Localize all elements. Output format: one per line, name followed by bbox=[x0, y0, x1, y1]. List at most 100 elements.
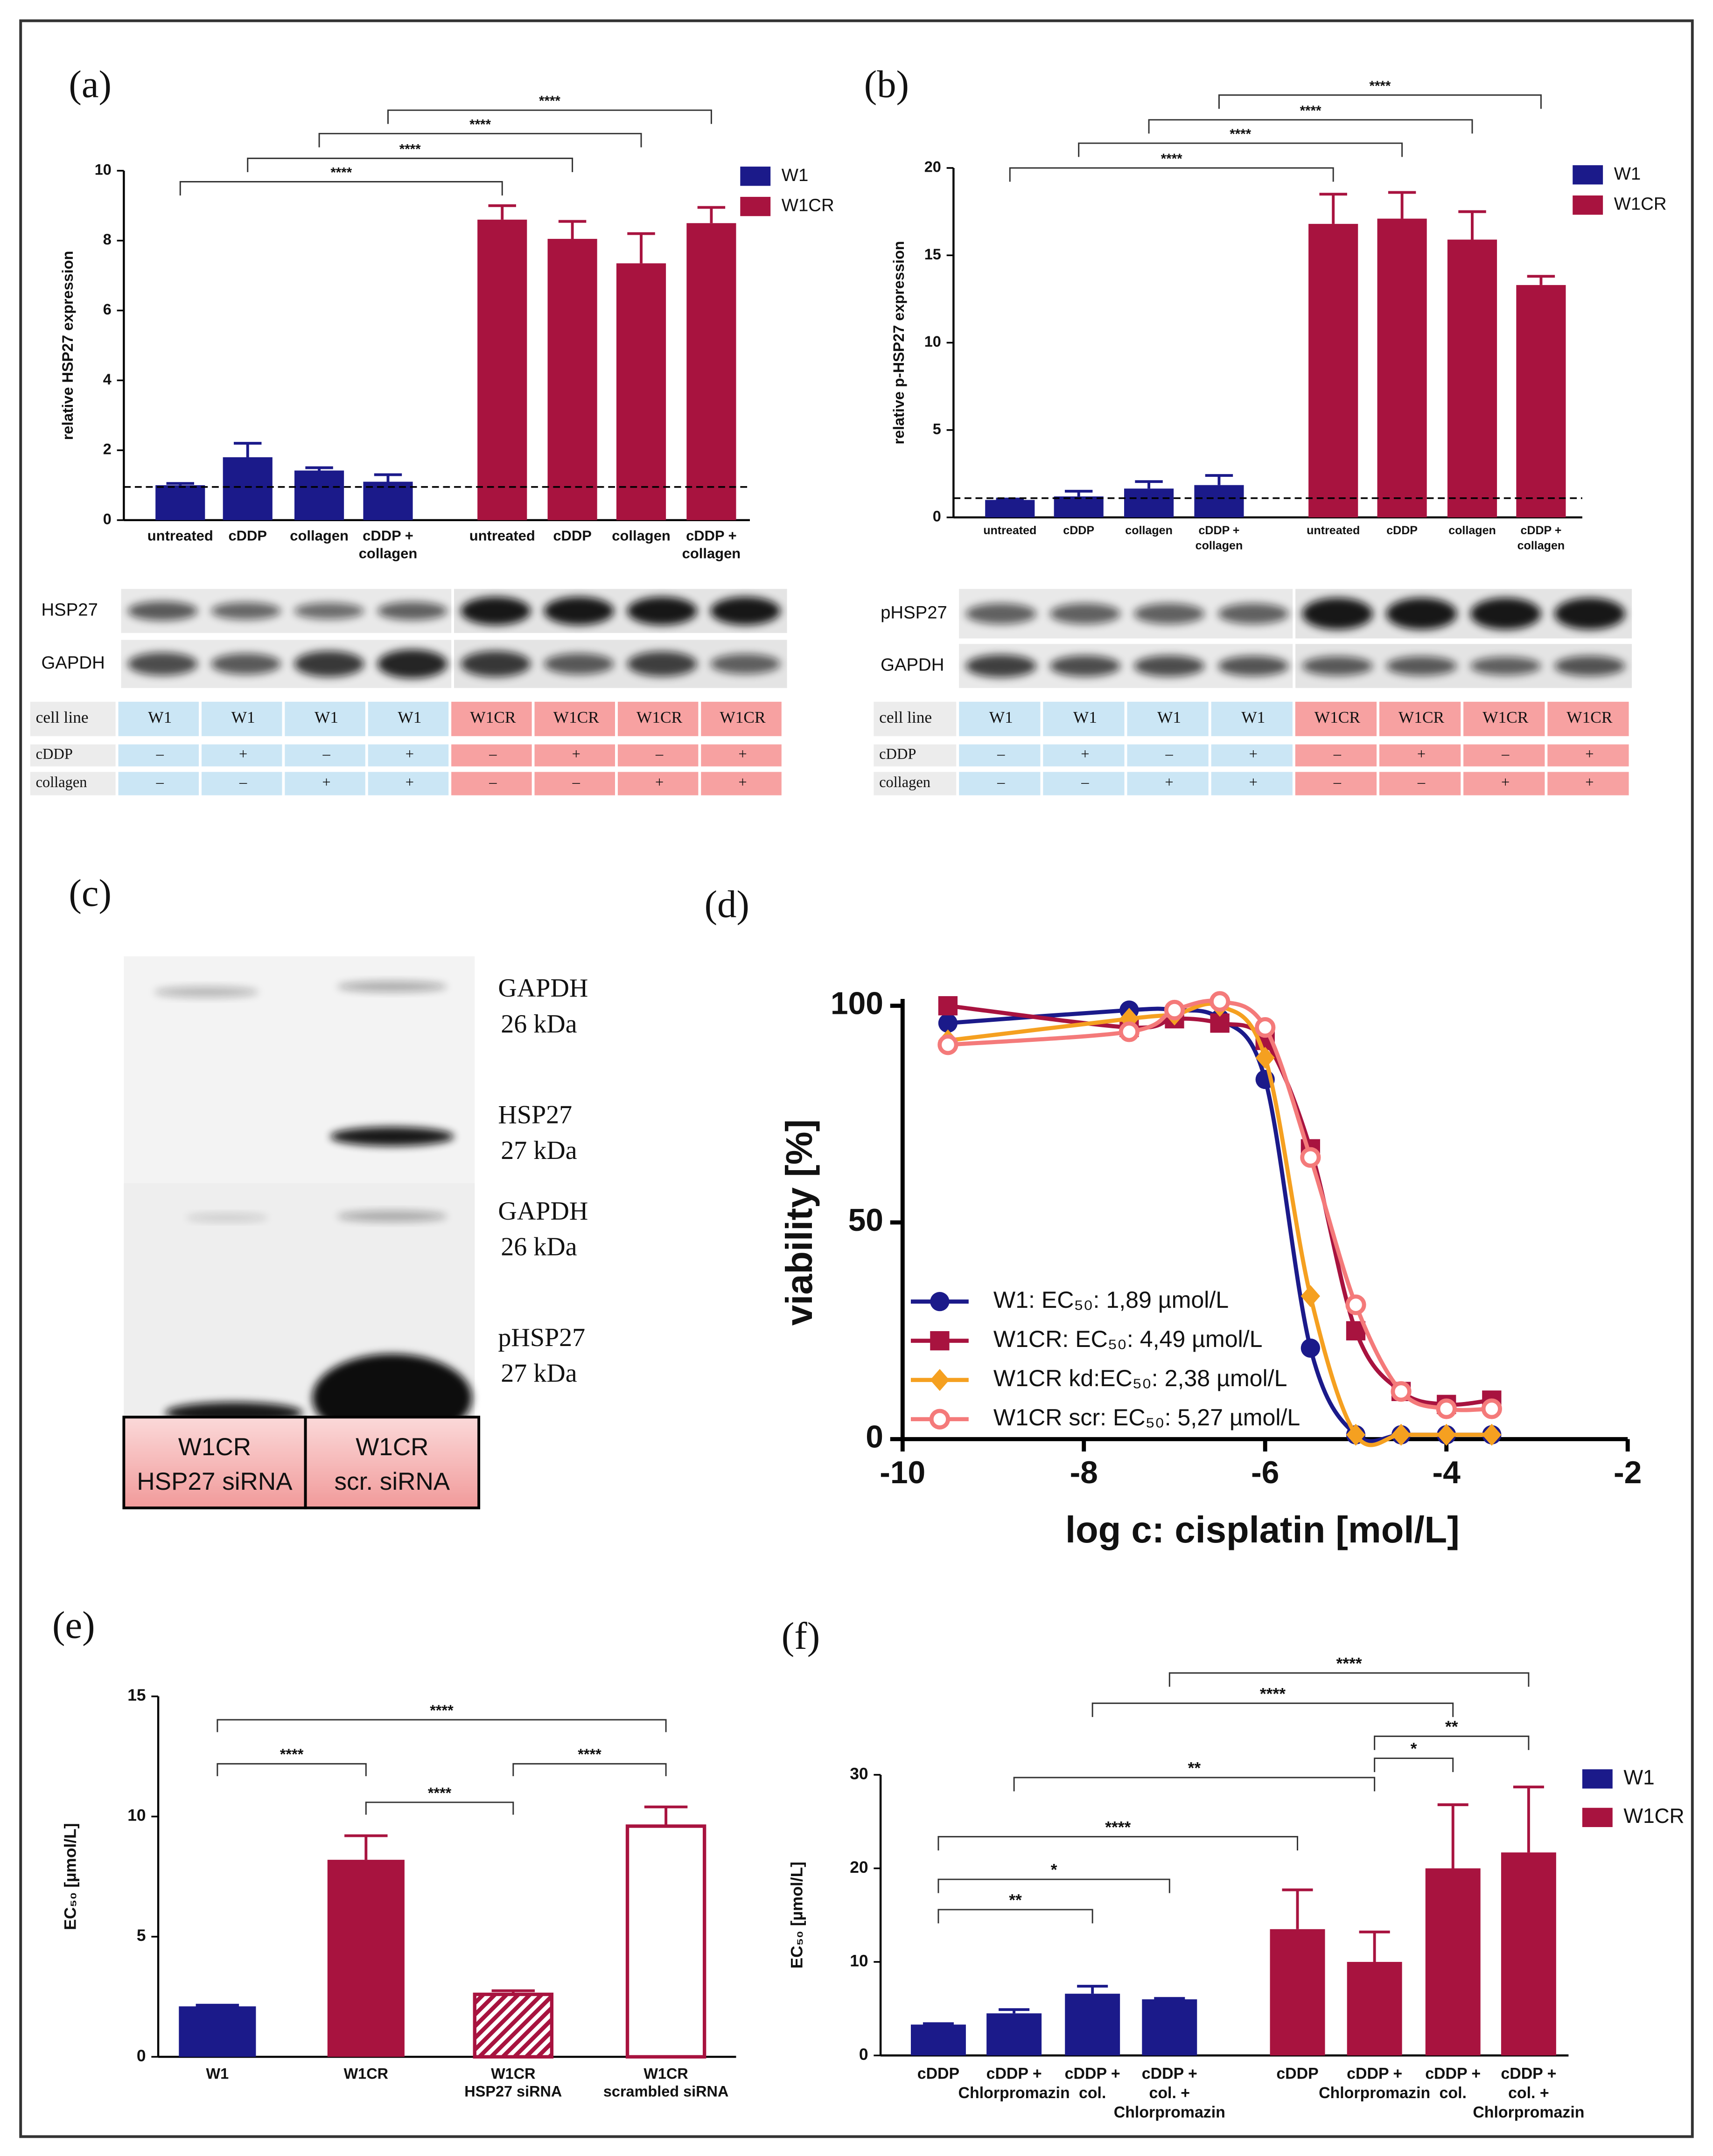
table-cell bbox=[451, 744, 532, 767]
data-point bbox=[1437, 1423, 1456, 1446]
data-point bbox=[1391, 1381, 1412, 1402]
y-tick-label: 10 bbox=[850, 1952, 868, 1970]
blot-label: HSP27 bbox=[498, 1100, 572, 1129]
table-cell-text: W1 bbox=[398, 708, 421, 726]
table-cell-text: – bbox=[156, 774, 164, 791]
error-bar bbox=[996, 497, 1024, 501]
table-cell-text: – bbox=[322, 746, 330, 762]
blot-label: pHSP27 bbox=[881, 602, 947, 622]
bar bbox=[1270, 1929, 1325, 2056]
bar bbox=[1142, 1999, 1197, 2056]
significance-label: **** bbox=[1370, 78, 1391, 94]
x-tick-label: Chlorpromazin bbox=[1473, 2103, 1584, 2121]
x-tick-label: W1CR bbox=[491, 2065, 535, 2082]
table-cell bbox=[701, 702, 782, 736]
panel-label: (a) bbox=[69, 63, 112, 105]
table-cell bbox=[201, 702, 282, 736]
panel-label: (b) bbox=[864, 63, 909, 105]
data-point bbox=[1300, 1285, 1320, 1307]
blot-label: GAPDH bbox=[41, 653, 105, 673]
table-cell bbox=[1379, 744, 1461, 767]
legend-swatch bbox=[740, 167, 771, 186]
blot-label: HSP27 bbox=[41, 600, 98, 620]
x-tick-label: cDDP + bbox=[1142, 2065, 1197, 2083]
y-tick-label: 8 bbox=[103, 231, 112, 248]
table-cell-text: + bbox=[406, 774, 414, 791]
legend-marker bbox=[930, 1292, 950, 1312]
error-bar bbox=[1527, 275, 1555, 285]
legend-label: W1 bbox=[782, 165, 808, 185]
table-cell bbox=[617, 702, 699, 736]
blot-band bbox=[710, 597, 781, 625]
significance-bracket bbox=[512, 1763, 667, 1776]
table-cell bbox=[118, 772, 199, 795]
table-cell bbox=[1463, 772, 1545, 795]
bar bbox=[223, 457, 273, 520]
table-cell-text: + bbox=[655, 774, 664, 791]
table-cell-text: W1CR bbox=[636, 708, 683, 726]
bar bbox=[616, 263, 666, 520]
blot-label: GAPDH bbox=[498, 974, 588, 1003]
blot-band bbox=[1386, 656, 1457, 676]
legend-label: W1CR: EC₅₀: 4,49 µmol/L bbox=[993, 1326, 1263, 1352]
significance-label: **** bbox=[399, 141, 421, 157]
table-cell bbox=[1127, 702, 1209, 736]
blot-band bbox=[544, 597, 614, 625]
y-tick-label: 6 bbox=[103, 301, 112, 318]
bar bbox=[1516, 285, 1566, 517]
data-point bbox=[1345, 1294, 1366, 1315]
data-point bbox=[1164, 999, 1185, 1021]
significance-bracket bbox=[247, 157, 573, 172]
error-bar bbox=[1458, 210, 1486, 240]
error-bar bbox=[644, 1805, 688, 1827]
bar bbox=[1347, 1961, 1402, 2056]
legend-marker bbox=[930, 1331, 950, 1351]
x-axis-label: log c: cisplatin [mol/L] bbox=[1065, 1509, 1460, 1550]
table-cell bbox=[1211, 744, 1293, 767]
legend-swatch bbox=[1582, 1807, 1613, 1828]
table-cell-text: W1 bbox=[989, 708, 1013, 726]
error-bar bbox=[1319, 193, 1347, 224]
table-row-label: cell line bbox=[879, 708, 932, 726]
data-point bbox=[1346, 1423, 1366, 1446]
table-cell-text: + bbox=[1417, 746, 1426, 762]
significance-label: * bbox=[1411, 1740, 1417, 1758]
table-cell-text: + bbox=[1501, 774, 1510, 791]
table-cell-text: W1 bbox=[1073, 708, 1097, 726]
table-cell-text: + bbox=[1081, 746, 1089, 762]
table-cell-text: – bbox=[1165, 746, 1173, 762]
table-cell bbox=[701, 772, 782, 795]
data-point bbox=[1255, 1017, 1276, 1038]
x-tick-label: -10 bbox=[880, 1455, 925, 1490]
significance-bracket bbox=[1148, 119, 1473, 134]
legend-label: W1CR bbox=[1614, 194, 1667, 214]
y-tick-label: 0 bbox=[137, 2047, 146, 2065]
legend-swatch bbox=[1573, 195, 1603, 215]
table-row-header bbox=[874, 744, 957, 767]
table-cell-text: + bbox=[572, 746, 580, 762]
data-point bbox=[1481, 1398, 1502, 1419]
legend-label: W1CR kd:EC₅₀: 2,38 µmol/L bbox=[993, 1365, 1287, 1391]
x-tick-label: collagen bbox=[1196, 539, 1243, 552]
legend-marker bbox=[930, 1369, 950, 1391]
blot-band bbox=[337, 981, 447, 992]
y-axis-label: relative p-HSP27 expression bbox=[890, 241, 907, 444]
x-tick-label: col. bbox=[1440, 2084, 1467, 2102]
blot-band bbox=[544, 653, 614, 675]
blot-label: 27 kDa bbox=[501, 1136, 577, 1165]
y-axis-label: EC₅₀ [µmol/L] bbox=[788, 1862, 806, 1968]
x-tick-label: untreated bbox=[1307, 524, 1360, 537]
error-bar bbox=[1154, 1997, 1185, 2000]
bar bbox=[179, 2006, 256, 2057]
table-row-header bbox=[30, 744, 116, 767]
blot-band bbox=[294, 602, 364, 620]
legend-swatch bbox=[1573, 165, 1603, 185]
error-bar bbox=[1388, 191, 1416, 219]
data-point bbox=[1436, 1398, 1457, 1419]
significance-bracket bbox=[1013, 1777, 1376, 1792]
x-tick-label: cDDP + bbox=[363, 527, 413, 544]
table-cell bbox=[534, 772, 615, 795]
table-cell bbox=[1547, 744, 1629, 767]
significance-bracket bbox=[1091, 1702, 1454, 1717]
bar bbox=[985, 500, 1035, 517]
